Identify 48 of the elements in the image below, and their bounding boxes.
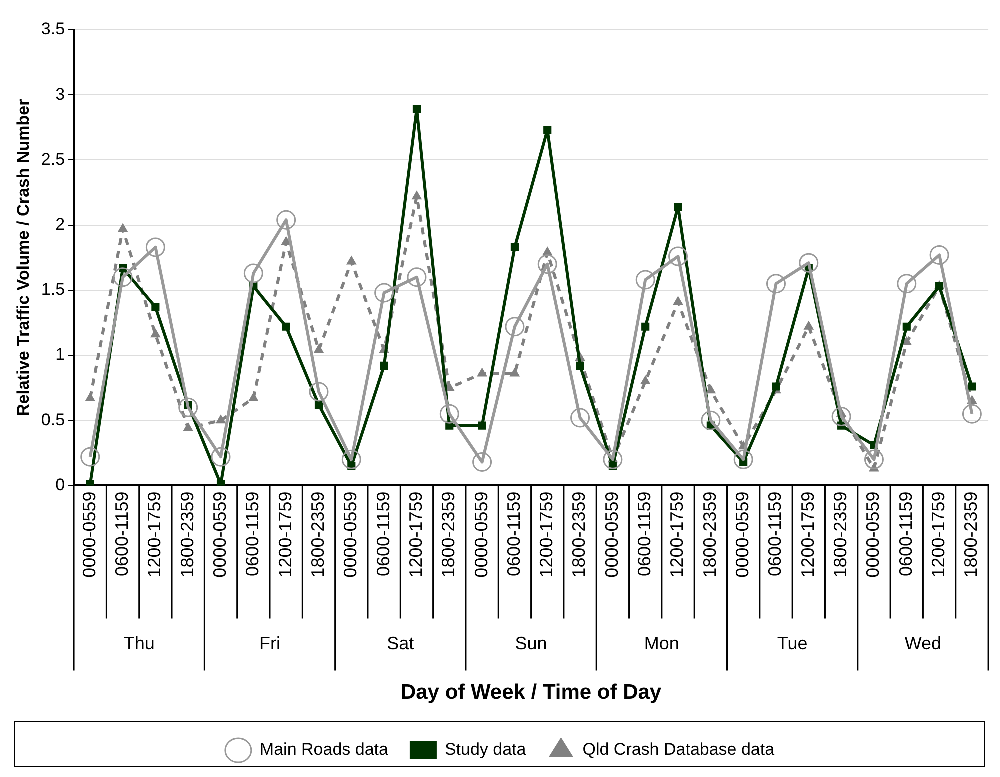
x-tick-label: 1200-1759: [798, 492, 818, 578]
x-tick-label: 1800-2359: [438, 492, 459, 578]
text: Fri: [260, 634, 280, 654]
x-axis-title: Day of Week / Time of Day: [400, 681, 662, 704]
text: Tue: [777, 634, 808, 654]
x-tick-label: 0000-0559: [602, 492, 622, 578]
x-tick-label: 0000-0559: [732, 492, 753, 578]
x-tick-label: 0000-0559: [340, 492, 361, 578]
y-tick-label: 3: [56, 84, 66, 104]
x-tick-label: 0600-1159: [896, 492, 916, 576]
x-tick-label: 1800-2359: [830, 492, 851, 578]
x-tick-label: 1800-2359: [569, 492, 590, 578]
x-tick-label: 1200-1759: [536, 492, 557, 578]
legend-label: Main Roads data: [260, 740, 389, 760]
x-tick-label: 0000-0559: [79, 492, 100, 578]
x-tick-label: 1200-1759: [144, 492, 165, 578]
legend-label: Qld Crash Database data: [582, 740, 776, 760]
x-tick-label: 1200-1759: [667, 492, 688, 578]
x-tick-label: 0600-1159: [112, 492, 132, 576]
x-tick-label: 0000-0559: [471, 492, 492, 578]
y-tick-label: 3.5: [41, 20, 66, 39]
x-tick-label: 1800-2359: [308, 492, 328, 578]
y-axis-title: Relative Traffic Volume / Crash Number: [14, 98, 33, 416]
text: Thu: [124, 634, 155, 654]
y-tick-label: 0.5: [41, 410, 66, 430]
text: Wed: [904, 634, 942, 654]
y-tick-label: 1: [56, 345, 66, 364]
x-tick-label: 1200-1759: [275, 492, 296, 578]
x-tick-label: 0600-1159: [242, 492, 263, 576]
x-tick-label: 0600-1159: [504, 492, 524, 576]
x-tick-label: 0600-1159: [634, 492, 655, 576]
y-tick-label: 1.5: [41, 280, 66, 300]
text: Mon: [644, 634, 680, 654]
x-tick-label: 0000-0559: [210, 492, 230, 578]
text: Sun: [515, 634, 548, 654]
x-tick-label: 0600-1159: [765, 492, 786, 576]
x-tick-label: 1800-2359: [700, 492, 720, 578]
y-tick-label: 0: [56, 475, 66, 494]
y-tick-label: 2: [56, 214, 66, 234]
x-tick-label: 1800-2359: [177, 492, 198, 578]
y-tick-label: 2.5: [41, 150, 66, 169]
x-tick-label: 0600-1159: [373, 492, 394, 576]
x-tick-label: 1200-1759: [928, 492, 949, 578]
x-tick-label: 1800-2359: [961, 492, 982, 578]
text: Sat: [387, 634, 414, 654]
x-tick-label: 1200-1759: [406, 492, 426, 578]
x-tick-label: 0000-0559: [863, 492, 884, 578]
legend-label: Study data: [444, 740, 527, 760]
